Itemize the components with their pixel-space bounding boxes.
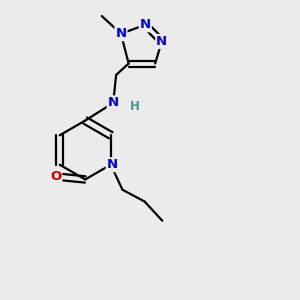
Text: N: N xyxy=(116,27,127,40)
Text: N: N xyxy=(156,35,167,48)
Text: O: O xyxy=(50,170,61,183)
Text: N: N xyxy=(106,158,118,171)
Text: H: H xyxy=(130,100,139,113)
Text: N: N xyxy=(140,18,151,32)
Text: N: N xyxy=(108,96,119,110)
